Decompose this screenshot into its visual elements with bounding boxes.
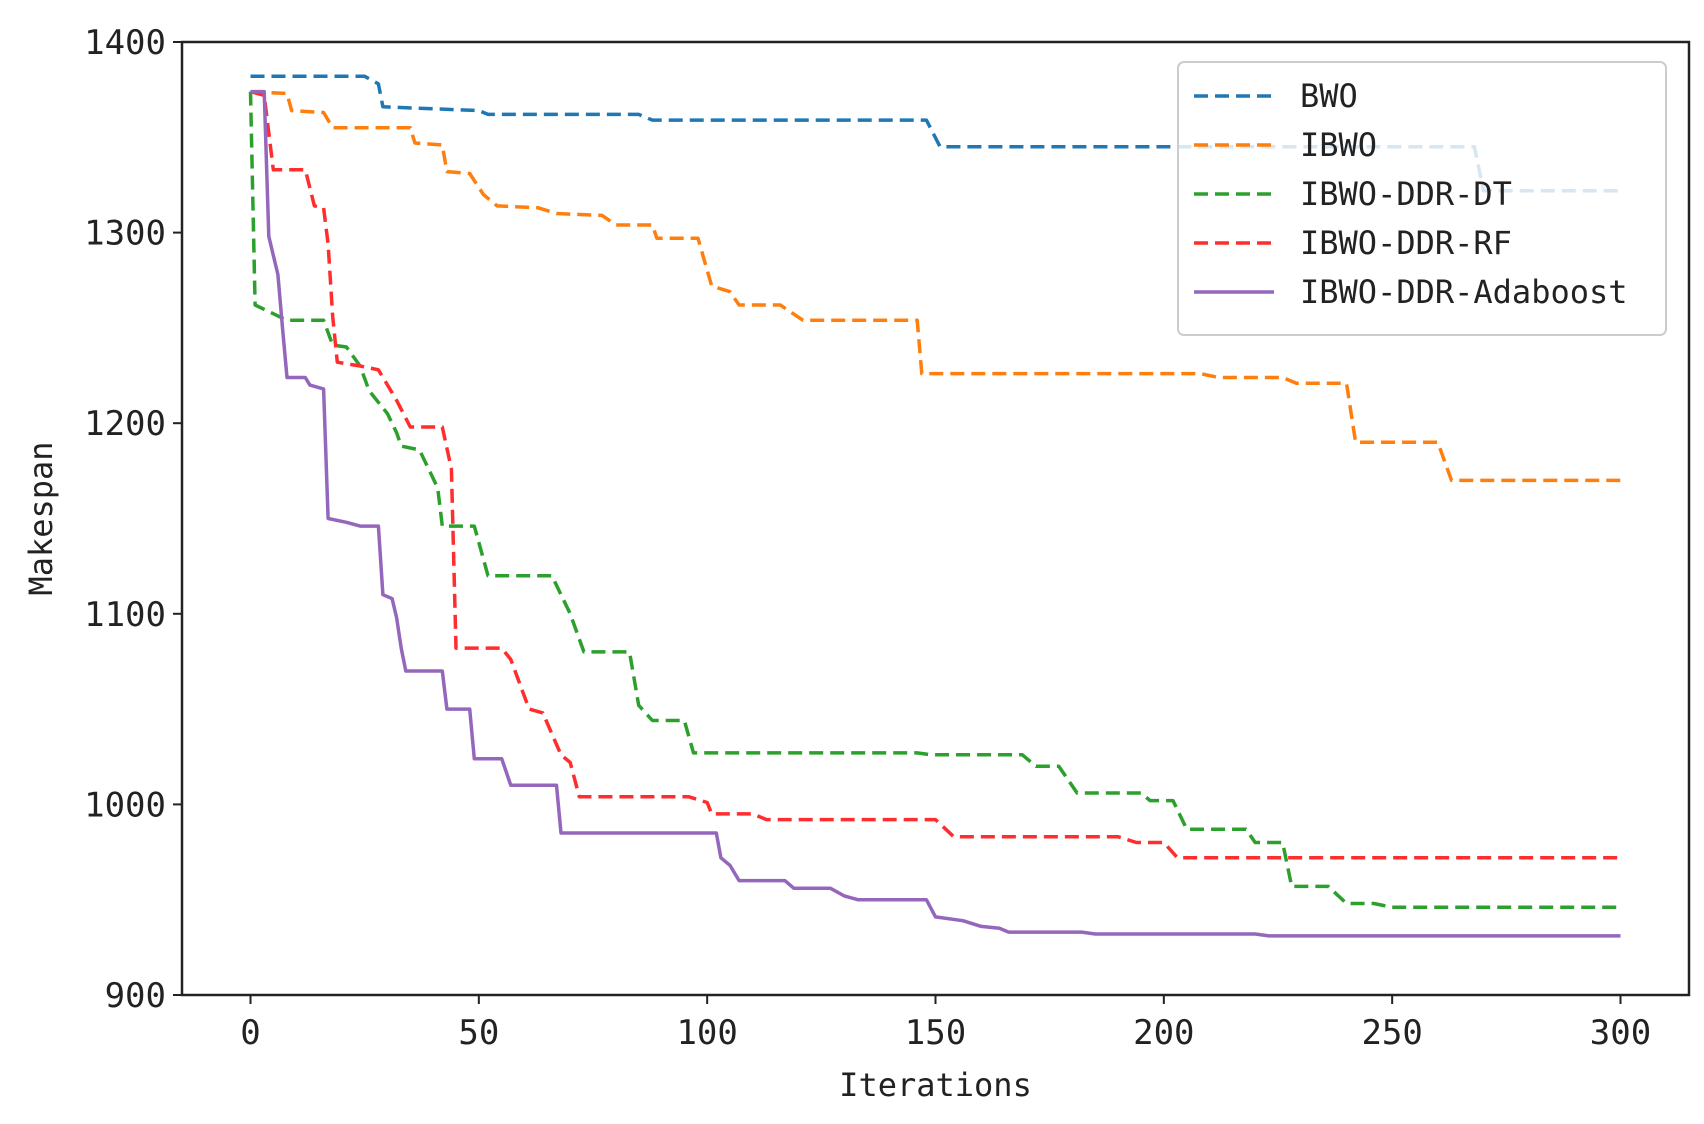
y-tick-label: 1200 (84, 404, 166, 444)
series-line-ibwo-ddr-dt (248, 91, 1621, 910)
x-axis-label: Iterations (839, 1066, 1032, 1104)
series-line-ibwo (250, 89, 1621, 483)
legend: BWO IBWO IBWO-DDR-DT IBWO-DDR-RF IBWO-DDR-Ad… (1177, 61, 1667, 336)
series-line-ibwo-ddr-rf (250, 89, 1621, 860)
y-tick-label: 1000 (84, 785, 166, 825)
x-tick-label: 50 (458, 1013, 499, 1053)
legend-box (1177, 61, 1667, 336)
x-tick-label: 200 (1133, 1013, 1194, 1053)
y-axis-label: Makespan (22, 441, 60, 595)
legend-label: IBWO-DDR-DT (1300, 175, 1512, 213)
axis-ticks: 0 50 100 150 200 250 300 900 1000 1100 1200 1300 140… (84, 23, 1651, 1053)
x-tick-label: 0 (240, 1013, 260, 1053)
y-tick-label: 900 (105, 976, 166, 1016)
y-tick-label: 1100 (84, 595, 166, 635)
legend-label: IBWO-DDR-Adaboost (1300, 273, 1628, 311)
legend-label: IBWO-DDR-RF (1300, 224, 1512, 262)
x-tick-label: 300 (1590, 1013, 1651, 1053)
y-tick-label: 1400 (84, 23, 166, 63)
x-tick-label: 100 (676, 1013, 737, 1053)
series-line-ibwo-ddr-adaboost (250, 89, 1621, 938)
x-tick-label: 250 (1361, 1013, 1422, 1053)
legend-label: IBWO (1300, 126, 1377, 164)
legend-label: BWO (1300, 77, 1358, 115)
y-tick-label: 1300 (84, 214, 166, 254)
x-tick-label: 150 (905, 1013, 966, 1053)
